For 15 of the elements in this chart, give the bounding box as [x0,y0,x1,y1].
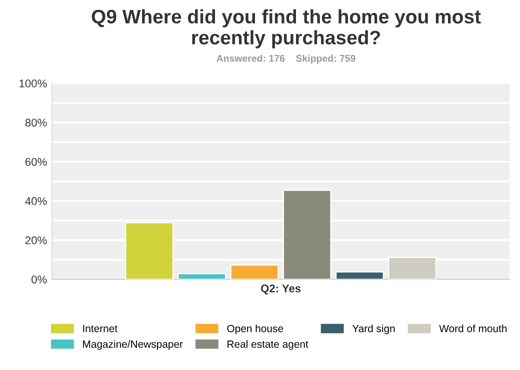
chart-title: Q9 Where did you find the home you most recently purchased? [92,9,481,48]
legend-label: Real estate agent [228,340,308,350]
y-tick-label: 0% [32,276,47,284]
y-tick-label: 100% [20,80,47,88]
y-tick-label: 20% [25,236,47,244]
x-tick-label: Q2: Yes [260,284,301,294]
legend-label: Yard sign [352,324,395,334]
y-tick-label: 60% [25,158,47,166]
legend-label: Magazine/Newspaper [83,340,183,350]
chart-subtitle: Answered: 176 Skipped: 759 [216,54,356,64]
y-tick-label: 40% [25,197,47,206]
legend-label: Internet [83,324,118,332]
legend-label: Open house [227,324,284,334]
y-tick-label: 80% [25,118,47,127]
legend-label: Word of mouth [439,324,507,332]
